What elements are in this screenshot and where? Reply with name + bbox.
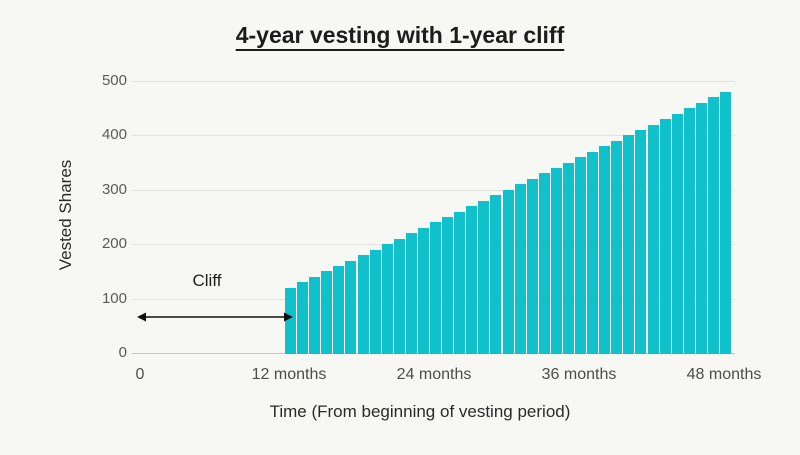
bar-month-27 [466, 206, 478, 354]
bar-month-16 [333, 265, 345, 354]
y-tick-label-500: 500 [101, 72, 127, 89]
bar-month-23 [417, 227, 429, 354]
y-tick-label-0: 0 [118, 344, 127, 361]
bar-month-35 [562, 162, 574, 354]
bar-month-44 [671, 113, 683, 354]
bar-month-21 [393, 238, 405, 354]
bar-month-15 [321, 271, 333, 354]
bar-month-26 [454, 211, 466, 354]
bar-month-36 [575, 157, 586, 354]
y-axis-title-text: Vested Shares [56, 159, 75, 271]
x-axis-title: Time (From beginning of vesting period) [269, 402, 571, 421]
bar-month-43 [659, 119, 671, 354]
bar-month-42 [647, 124, 659, 354]
x-tick-label-0: 0 [135, 366, 145, 383]
bar-month-41 [635, 129, 647, 354]
bar-month-40 [623, 135, 635, 354]
bar-month-24 [430, 222, 441, 354]
gridline-500 [132, 81, 735, 82]
chart-title: 4-year vesting with 1-year cliff [235, 22, 565, 48]
y-tick-label-200: 200 [101, 235, 127, 253]
x-tick-label-48: 48 months [686, 366, 762, 383]
cliff-annotation-label: Cliff [192, 271, 222, 290]
bar-month-17 [345, 260, 357, 354]
bar-month-29 [490, 195, 502, 354]
bar-month-28 [478, 200, 490, 354]
bar-month-19 [369, 249, 381, 354]
bar-month-45 [683, 108, 695, 354]
y-tick-label-400: 400 [101, 126, 127, 144]
bar-month-48 [720, 91, 731, 354]
bar-month-14 [309, 276, 321, 354]
bar-month-31 [514, 184, 526, 354]
bar-month-38 [599, 146, 611, 354]
bar-month-13 [297, 282, 309, 354]
bar-month-20 [381, 244, 393, 354]
bar-month-33 [538, 173, 550, 354]
x-tick-label-12: 12 months [251, 366, 327, 383]
gridline-400 [132, 135, 735, 137]
cliff-arrow [137, 312, 293, 322]
bar-month-32 [526, 178, 538, 354]
bar-month-39 [611, 140, 623, 354]
bar-month-25 [442, 217, 454, 354]
bar-month-46 [695, 102, 707, 354]
bar-month-34 [550, 168, 562, 354]
bar-month-37 [587, 151, 599, 354]
bar-month-12 [285, 287, 296, 354]
bar-month-47 [707, 97, 719, 354]
x-tick-label-24: 24 months [396, 366, 472, 383]
bar-month-18 [357, 255, 369, 354]
bar-month-30 [502, 189, 514, 354]
bar-month-22 [405, 233, 417, 354]
x-tick-label-36: 36 months [541, 366, 617, 383]
y-tick-label-100: 100 [101, 289, 127, 307]
y-tick-label-300: 300 [101, 180, 127, 198]
gridline-300 [132, 189, 735, 191]
